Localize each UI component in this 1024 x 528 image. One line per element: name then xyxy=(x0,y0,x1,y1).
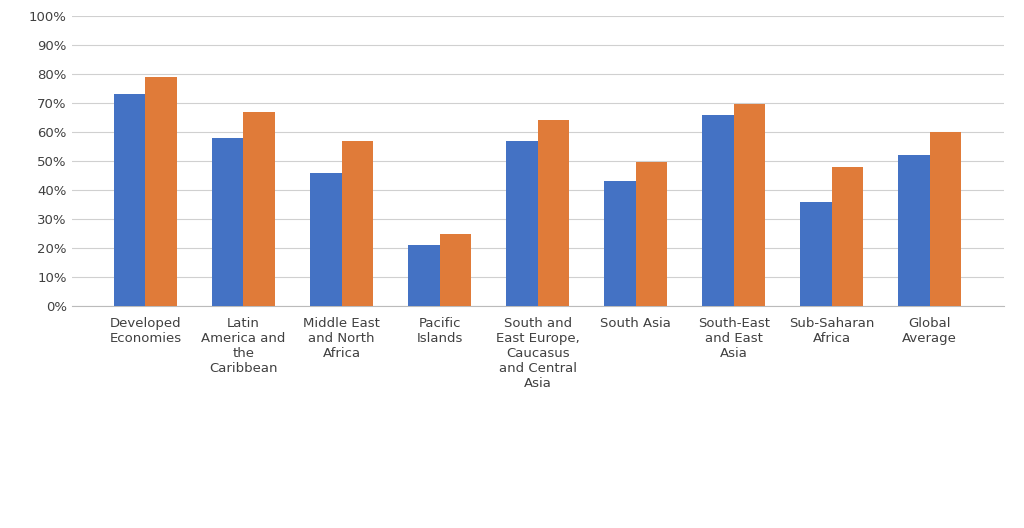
Bar xyxy=(801,202,831,306)
Bar xyxy=(636,163,667,306)
Bar xyxy=(310,173,342,306)
Bar xyxy=(409,245,439,306)
Bar xyxy=(244,112,274,306)
Bar xyxy=(212,138,244,306)
Bar xyxy=(342,141,373,306)
Bar xyxy=(604,182,636,306)
Bar xyxy=(439,234,471,306)
Bar xyxy=(831,167,863,306)
Legend: 2021, 2023: 2021, 2023 xyxy=(465,522,610,528)
Bar xyxy=(506,141,538,306)
Bar xyxy=(702,115,733,306)
Bar xyxy=(114,95,145,306)
Bar xyxy=(145,77,177,306)
Bar xyxy=(733,105,765,306)
Bar xyxy=(930,132,962,306)
Bar xyxy=(898,155,930,306)
Bar xyxy=(538,120,569,306)
